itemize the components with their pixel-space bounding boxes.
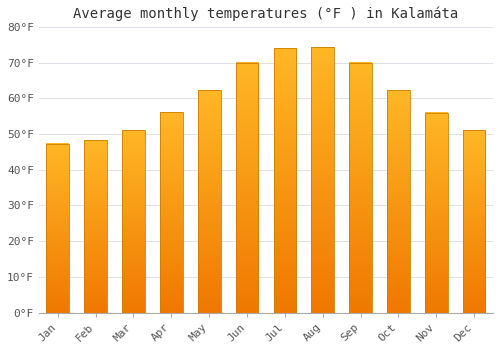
Bar: [122, 130, 145, 313]
Bar: [387, 90, 410, 313]
Bar: [425, 113, 448, 313]
Bar: [198, 90, 220, 313]
Bar: [274, 48, 296, 313]
Bar: [312, 47, 334, 313]
Bar: [46, 144, 69, 313]
Bar: [160, 112, 182, 313]
Bar: [84, 140, 107, 313]
Bar: [349, 63, 372, 313]
Title: Average monthly temperatures (°F ) in Kalamáta: Average monthly temperatures (°F ) in Ka…: [74, 7, 458, 21]
Bar: [236, 63, 258, 313]
Bar: [463, 130, 485, 313]
